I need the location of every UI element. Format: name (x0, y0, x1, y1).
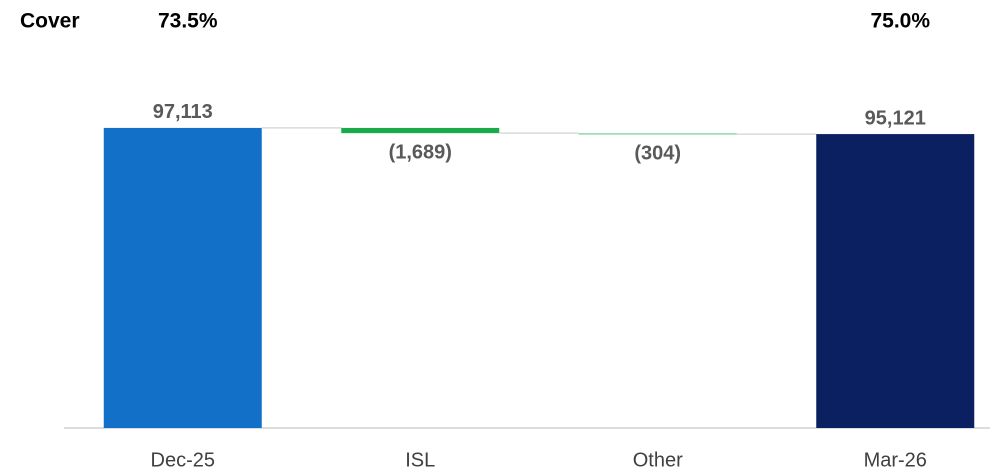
bar (816, 134, 975, 428)
x-tick-label: Mar-26 (864, 449, 927, 471)
x-tick-label: ISL (405, 449, 435, 471)
value-label: 97,113 (153, 101, 213, 123)
value-label: (1,689) (389, 141, 452, 163)
x-tick-label: Dec-25 (151, 449, 215, 471)
bar (103, 127, 262, 428)
bar (341, 127, 500, 134)
cover-value: 73.5% (158, 10, 218, 33)
value-label: (304) (634, 142, 681, 164)
bar (578, 133, 737, 135)
cover-label: Cover (20, 10, 80, 33)
value-label: 95,121 (865, 107, 926, 129)
x-tick-label: Other (633, 449, 683, 471)
cover-value: 75.0% (870, 10, 930, 33)
